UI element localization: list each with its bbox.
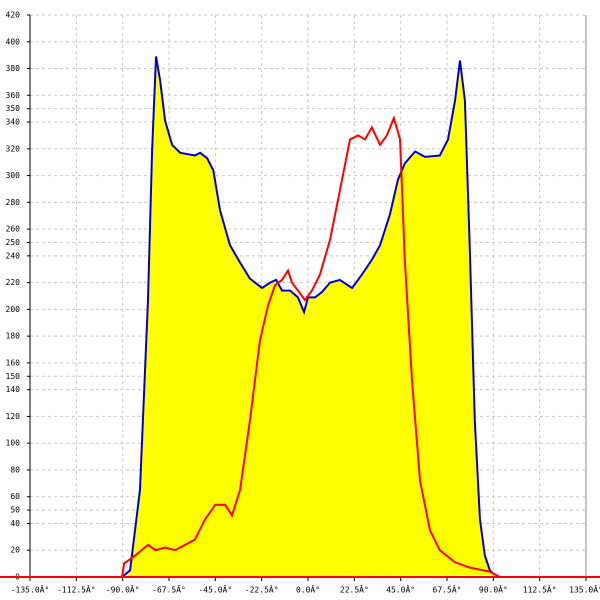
y-tick-label: 60 <box>10 492 20 501</box>
x-tick-label: 22.5Â° <box>340 584 369 595</box>
y-tick-label: 320 <box>6 144 21 153</box>
y-tick-label: 300 <box>6 171 21 180</box>
y-tick-label: 280 <box>6 198 21 207</box>
y-tick-label: 250 <box>6 238 21 247</box>
x-tick-label: 112.5Â° <box>523 584 557 595</box>
x-tick-label: -67.5Â° <box>152 584 186 595</box>
y-tick-label: 80 <box>10 465 20 474</box>
y-tick-label: 20 <box>10 546 20 555</box>
y-tick-label: 40 <box>10 519 20 528</box>
y-tick-label: 240 <box>6 251 21 260</box>
x-tick-label: -22.5Â° <box>245 584 279 595</box>
y-tick-label: 220 <box>6 278 21 287</box>
y-tick-label: 140 <box>6 385 21 394</box>
y-tick-label: 260 <box>6 225 21 234</box>
x-tick-label: -112.5Â° <box>57 584 96 595</box>
y-tick-label: 340 <box>6 118 21 127</box>
x-tick-label: 67.5Â° <box>433 584 462 595</box>
series-line <box>121 56 496 578</box>
series-line <box>121 114 501 578</box>
x-tick-label: 0.0Â° <box>296 584 320 595</box>
y-tick-label: 160 <box>6 358 21 367</box>
y-tick-label: 180 <box>6 332 21 341</box>
x-tick-label: -45.0Â° <box>198 584 232 595</box>
y-tick-label: 200 <box>6 305 21 314</box>
x-tick-label: -90.0Â° <box>106 584 140 595</box>
y-tick-label: 360 <box>6 91 21 100</box>
x-tick-label: 90.0Â° <box>479 584 508 595</box>
y-tick-label: 420 <box>6 11 21 20</box>
y-tick-label: 150 <box>6 372 21 381</box>
x-tick-label: 135.0Â° <box>569 584 600 595</box>
y-tick-label: 350 <box>6 104 21 113</box>
y-tick-label: 50 <box>10 506 20 515</box>
x-tick-label: -135.0Â° <box>11 584 50 595</box>
x-tick-label: 45.0Â° <box>386 584 415 595</box>
y-tick-label: 100 <box>6 439 21 448</box>
y-tick-label: 380 <box>6 64 21 73</box>
y-tick-label: 120 <box>6 412 21 421</box>
y-tick-label: 400 <box>6 37 21 46</box>
